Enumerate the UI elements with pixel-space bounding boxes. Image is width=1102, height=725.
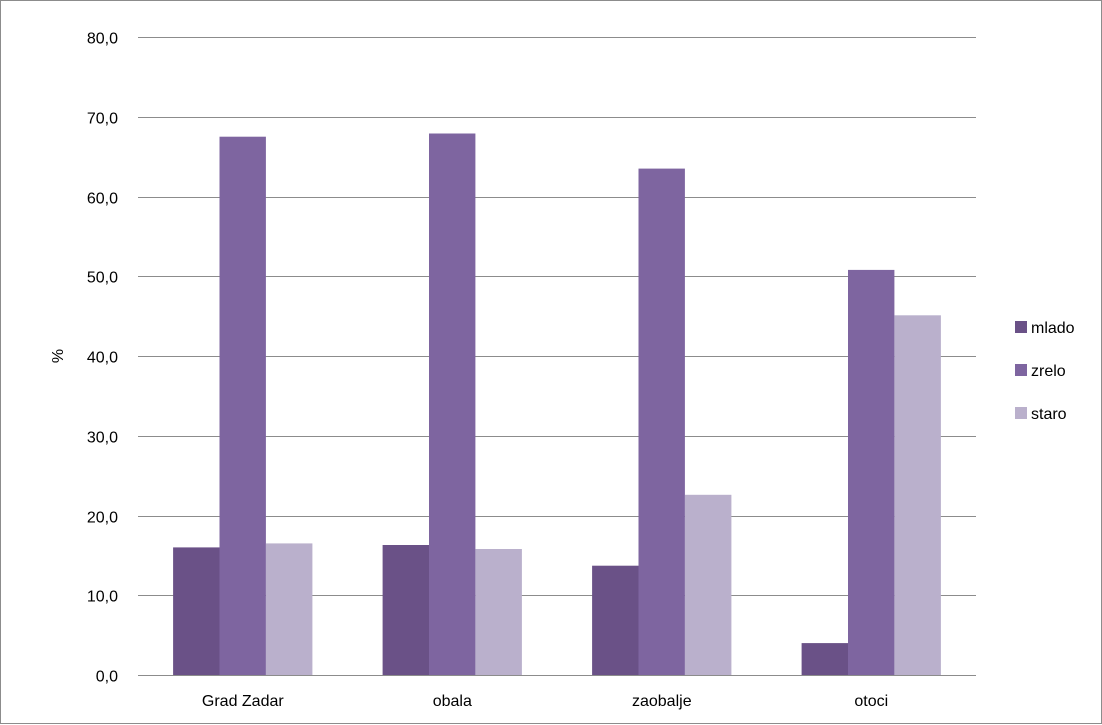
- x-tick-label: zaobalje: [632, 693, 692, 710]
- y-tick-label: 80,0: [87, 31, 118, 48]
- y-tick-label: 30,0: [87, 430, 118, 447]
- legend-label-zrelo: zrelo: [1031, 363, 1066, 380]
- legend-label-mlado: mlado: [1031, 320, 1075, 337]
- x-tick-label: otoci: [854, 693, 888, 710]
- legend-swatch-staro: [1015, 407, 1027, 419]
- y-tick-label: 20,0: [87, 510, 118, 527]
- gridlines: [138, 37, 976, 596]
- legend-label-staro: staro: [1031, 406, 1067, 423]
- x-tick-label: Grad Zadar: [202, 693, 284, 710]
- legend-swatch-zrelo: [1015, 364, 1027, 376]
- bar-mlado: [173, 547, 220, 675]
- bar-mlado: [592, 565, 639, 675]
- bar-staro: [266, 543, 313, 675]
- bar-mlado: [382, 545, 429, 675]
- y-axis-label: %: [50, 349, 67, 363]
- bar-zrelo: [848, 269, 895, 675]
- bar-mlado: [801, 643, 848, 675]
- bar-zrelo: [429, 133, 476, 675]
- y-tick-label: 50,0: [87, 270, 118, 287]
- legend: mlado zrelo staro: [1015, 320, 1075, 423]
- bars: [173, 133, 941, 675]
- x-axis-ticks: Grad Zadar obala zaobalje otoci: [202, 693, 888, 710]
- bar-staro: [894, 315, 941, 675]
- y-axis-ticks: 0,0 10,0 20,0 30,0 40,0 50,0 60,0 70,0 80,0: [87, 31, 118, 686]
- y-tick-label: 60,0: [87, 191, 118, 208]
- y-tick-label: 70,0: [87, 111, 118, 128]
- bar-staro: [475, 549, 522, 675]
- bar-staro: [685, 494, 732, 675]
- bar-zrelo: [219, 136, 266, 675]
- y-tick-label: 10,0: [87, 589, 118, 606]
- y-tick-label: 0,0: [96, 669, 118, 686]
- y-tick-label: 40,0: [87, 350, 118, 367]
- legend-swatch-mlado: [1015, 321, 1027, 333]
- bar-zrelo: [638, 168, 685, 675]
- x-tick-label: obala: [433, 693, 472, 710]
